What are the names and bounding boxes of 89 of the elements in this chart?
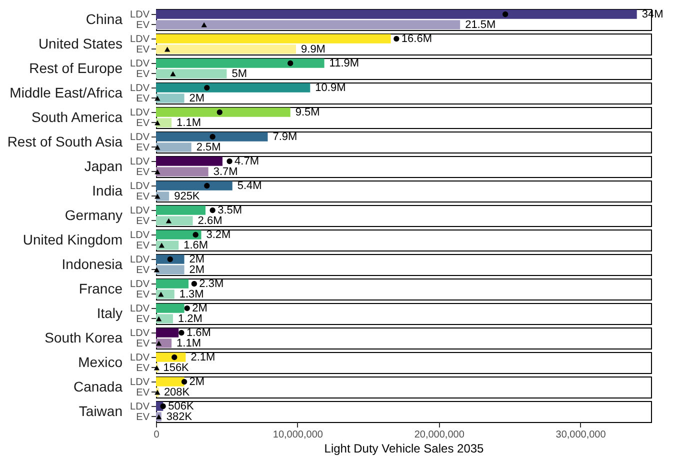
y-tick-label: LDV — [130, 352, 150, 364]
chart-title: China — [86, 11, 123, 27]
data-label: 2.1M — [190, 351, 216, 364]
chart-title: Canada — [73, 378, 123, 394]
y-tick-label: LDV — [130, 303, 150, 314]
data-label: 2M — [189, 92, 205, 104]
x-tick-label: 30,000,000 — [556, 430, 606, 440]
y-tick-label: EV — [136, 289, 150, 300]
chart-title: United States — [38, 36, 122, 52]
y-tick-label: LDV — [130, 180, 150, 192]
data-label: 925K — [174, 190, 200, 202]
data-label: 3.7M — [213, 166, 238, 178]
y-tick-label: LDV — [130, 376, 150, 388]
data-label: 1.6M — [184, 239, 208, 252]
data-label: 9.5M — [295, 106, 320, 118]
y-tick-label: LDV — [130, 230, 150, 241]
data-label: 16.6M — [401, 32, 432, 45]
data-label: 1.1M — [176, 116, 202, 129]
y-tick-label: EV — [136, 44, 150, 56]
data-label: 21.5M — [465, 18, 496, 31]
y-tick-label: EV — [136, 338, 150, 350]
data-label: 2M — [189, 253, 205, 266]
chart-title: Indonesia — [62, 256, 123, 272]
chart-title: United Kingdom — [22, 232, 122, 248]
y-tick-label: EV — [136, 387, 150, 398]
chart-title: Germany — [64, 207, 122, 223]
y-tick-label: EV — [136, 20, 150, 31]
x-tick-label: 0 — [154, 430, 160, 440]
x-axis-title: Light Duty Vehicle Sales 2035 — [324, 442, 484, 456]
data-label: 3.5M — [218, 204, 242, 216]
chart-title: South Korea — [44, 330, 123, 346]
data-label: 10.9M — [315, 82, 346, 94]
y-tick-label: EV — [136, 142, 150, 154]
data-label: 11.9M — [329, 57, 360, 70]
data-label: 382K — [166, 410, 193, 423]
y-tick-label: LDV — [130, 328, 150, 339]
y-tick-label: EV — [136, 216, 150, 227]
y-tick-label: LDV — [130, 82, 150, 94]
y-tick-label: LDV — [130, 132, 150, 143]
data-label: 1.1M — [176, 337, 202, 350]
y-tick-label: EV — [136, 240, 150, 252]
y-tick-label: LDV — [130, 9, 150, 20]
y-tick-label: LDV — [130, 34, 150, 45]
chart-title: Italy — [96, 305, 122, 321]
y-tick-label: EV — [136, 314, 150, 325]
x-tick-label: 20,000,000 — [414, 430, 465, 440]
chart-title: France — [78, 280, 123, 296]
data-label: 2M — [189, 264, 205, 276]
y-tick-label: EV — [136, 412, 150, 423]
data-label: 156K — [163, 362, 190, 374]
data-label: 2.3M — [199, 278, 224, 290]
y-tick-label: EV — [136, 166, 150, 178]
data-label: 506K — [168, 400, 195, 412]
y-tick-label: EV — [136, 191, 150, 202]
x-tick-label: 10,000,000 — [272, 430, 324, 440]
data-label: 1.6M — [186, 326, 211, 339]
y-tick-label: LDV — [130, 58, 150, 70]
chart-title: Middle East/Africa — [10, 84, 123, 100]
y-tick-label: LDV — [130, 107, 150, 118]
data-label: 1.2M — [178, 312, 202, 325]
chart-title: South America — [31, 109, 123, 125]
y-tick-label: LDV — [130, 401, 150, 412]
data-label: 5M — [232, 68, 247, 80]
data-label: 9.9M — [301, 43, 326, 56]
y-tick-label: EV — [136, 93, 150, 104]
y-tick-label: LDV — [130, 254, 150, 266]
chart-title: India — [92, 182, 123, 198]
y-tick-label: LDV — [130, 205, 150, 216]
y-tick-label: LDV — [130, 278, 150, 290]
chart-title: Mexico — [78, 354, 123, 370]
y-tick-label: EV — [136, 118, 150, 129]
data-label: 2.6M — [198, 214, 222, 227]
chart-title: Rest of Europe — [29, 60, 123, 76]
data-label: 1.3M — [179, 288, 204, 300]
data-label: 2M — [192, 302, 208, 314]
chart-title: Rest of South Asia — [7, 134, 123, 150]
y-tick-label: EV — [136, 362, 150, 374]
chart-title: Taiwan — [78, 403, 122, 419]
y-tick-label: EV — [136, 264, 150, 276]
data-label: 208K — [164, 386, 190, 398]
y-tick-label: EV — [136, 68, 150, 80]
data-label: 2M — [189, 376, 205, 388]
data-label: 2.5M — [196, 141, 221, 154]
data-label: 5.4M — [237, 180, 262, 192]
data-label: 3.2M — [206, 228, 231, 241]
chart-title: Japan — [84, 158, 122, 174]
data-label: 4.7M — [234, 155, 260, 168]
y-tick-label: LDV — [130, 156, 150, 168]
data-label: 7.9M — [272, 130, 298, 143]
